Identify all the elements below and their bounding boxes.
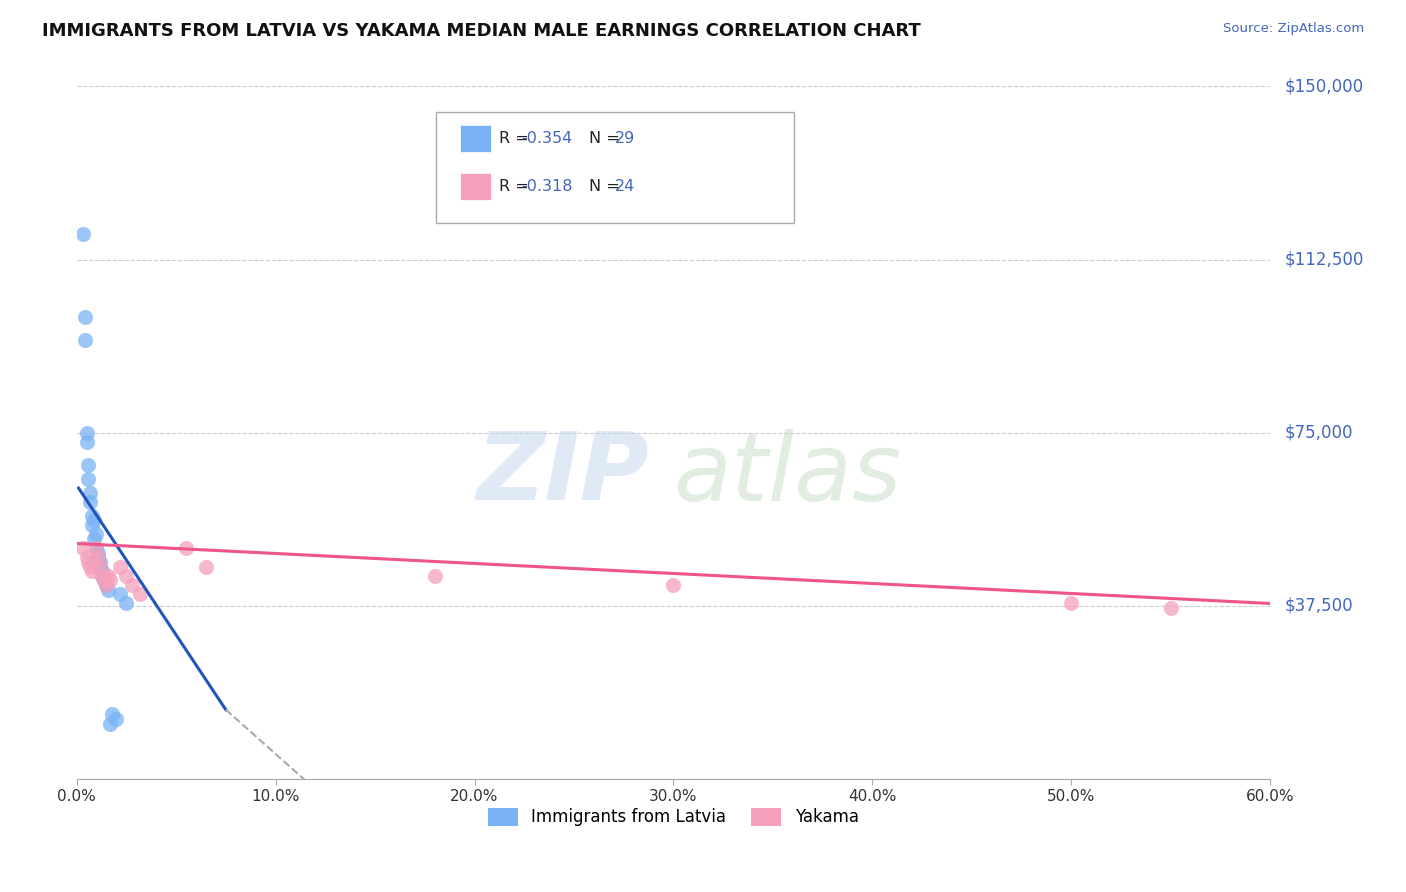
Point — [87, 550, 110, 565]
Point — [73, 310, 96, 325]
Text: $112,500: $112,500 — [1285, 251, 1364, 268]
Point — [662, 578, 685, 592]
Point — [101, 707, 124, 722]
Point — [89, 559, 111, 574]
Point — [423, 569, 446, 583]
Point — [83, 513, 105, 527]
Text: -0.354: -0.354 — [522, 131, 572, 145]
Text: 24: 24 — [614, 179, 634, 194]
Point — [83, 555, 105, 569]
Point — [79, 485, 101, 500]
Point — [82, 564, 104, 578]
Text: $75,000: $75,000 — [1285, 424, 1353, 442]
Point — [194, 559, 217, 574]
Text: ZIP: ZIP — [477, 428, 650, 520]
Text: atlas: atlas — [673, 429, 901, 520]
Text: N =: N = — [589, 131, 626, 145]
Point — [91, 569, 114, 583]
Text: Source: ZipAtlas.com: Source: ZipAtlas.com — [1223, 22, 1364, 36]
Text: -0.318: -0.318 — [522, 179, 574, 194]
Point — [82, 518, 104, 533]
Point — [87, 546, 110, 560]
Point — [73, 334, 96, 348]
Text: $150,000: $150,000 — [1285, 78, 1364, 95]
Point — [115, 569, 138, 583]
Point — [97, 582, 120, 597]
Text: IMMIGRANTS FROM LATVIA VS YAKAMA MEDIAN MALE EARNINGS CORRELATION CHART: IMMIGRANTS FROM LATVIA VS YAKAMA MEDIAN … — [42, 22, 921, 40]
Point — [77, 458, 100, 472]
Point — [110, 559, 132, 574]
Point — [83, 532, 105, 546]
Point — [115, 597, 138, 611]
Point — [86, 541, 108, 555]
Point — [72, 227, 94, 242]
Text: R =: R = — [499, 179, 534, 194]
Point — [91, 564, 114, 578]
Point — [87, 550, 110, 565]
Point — [76, 434, 98, 449]
Point — [121, 578, 143, 592]
Point — [77, 555, 100, 569]
Text: R =: R = — [499, 131, 534, 145]
Point — [79, 495, 101, 509]
Point — [129, 587, 152, 601]
Point — [96, 578, 118, 592]
Point — [1060, 597, 1083, 611]
Point — [96, 578, 118, 592]
Point — [100, 574, 122, 588]
Point — [76, 425, 98, 440]
Text: 29: 29 — [614, 131, 634, 145]
Point — [91, 569, 114, 583]
Point — [89, 559, 111, 574]
Point — [86, 541, 108, 555]
Point — [105, 712, 128, 726]
Point — [82, 508, 104, 523]
Point — [1160, 601, 1182, 615]
Point — [89, 555, 111, 569]
Text: $37,500: $37,500 — [1285, 597, 1354, 615]
Point — [97, 569, 120, 583]
Point — [93, 574, 115, 588]
Point — [76, 550, 98, 565]
Point — [174, 541, 197, 555]
Point — [100, 716, 122, 731]
Point — [72, 541, 94, 555]
Point — [110, 587, 132, 601]
Text: N =: N = — [589, 179, 626, 194]
Point — [86, 527, 108, 541]
Point — [77, 472, 100, 486]
Legend: Immigrants from Latvia, Yakama: Immigrants from Latvia, Yakama — [481, 801, 866, 833]
Point — [79, 559, 101, 574]
Point — [93, 574, 115, 588]
